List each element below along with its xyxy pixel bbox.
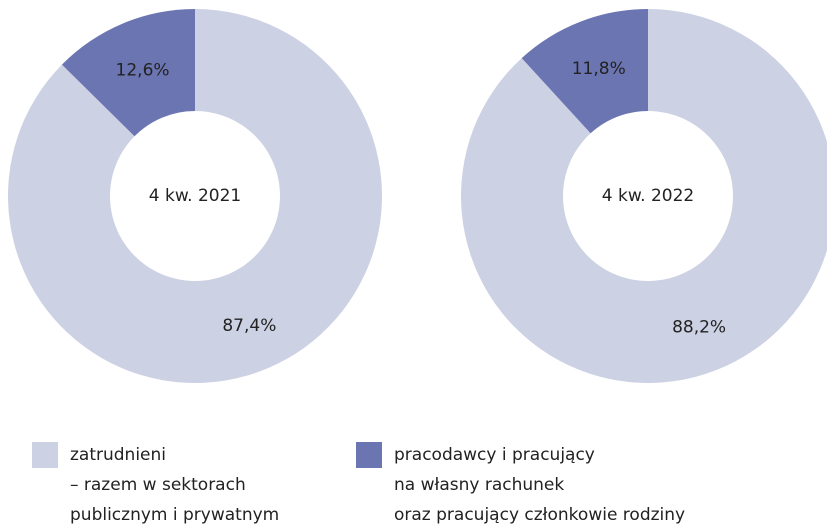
center-label: 4 kw. 2022	[602, 186, 694, 206]
legend-label: pracodawcy i pracujący	[394, 445, 595, 465]
value-label: 88,2%	[672, 317, 726, 337]
value-label: 12,6%	[116, 61, 170, 81]
legend-swatch	[356, 442, 382, 468]
value-label: 11,8%	[572, 59, 626, 79]
legend-label: oraz pracujący członkowie rodziny	[394, 505, 685, 525]
legend-label: zatrudnieni	[70, 445, 166, 465]
donut-slice	[521, 9, 648, 134]
donut-slice	[461, 9, 827, 383]
legend-swatch	[32, 442, 58, 468]
center-label: 4 kw. 2021	[149, 186, 241, 206]
legend-label: na własny rachunek	[394, 475, 564, 495]
donut-slice	[61, 9, 196, 137]
donut-slice	[7, 9, 383, 383]
legend-label: – razem w sektorach	[70, 475, 246, 495]
legend-label: publicznym i prywatnym	[70, 505, 279, 525]
value-label: 87,4%	[222, 316, 276, 336]
